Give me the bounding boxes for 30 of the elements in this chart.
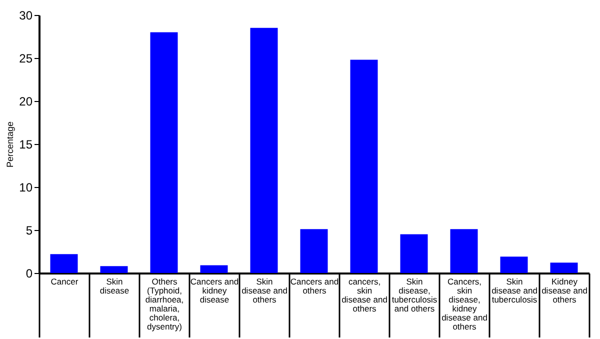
y-axis-title: Percentage <box>5 121 16 168</box>
x-tick-label: Others (Typhoid, diarrhoea, malaria, cholera, dysentry) <box>145 276 184 332</box>
y-tick-label: 30 <box>19 8 33 22</box>
bar <box>550 262 578 273</box>
x-tick-label: Cancers and kidney disease <box>190 276 239 304</box>
y-tick-label: 20 <box>19 94 33 108</box>
y-tick-label: 15 <box>19 138 33 152</box>
y-tick-label: 10 <box>19 180 33 194</box>
x-tick-label: Cancers, skin disease, kidney disease and others <box>442 276 488 332</box>
x-tick-label: Cancers and others <box>290 276 339 296</box>
bar <box>200 265 228 273</box>
bar <box>50 254 78 273</box>
bar <box>300 229 328 273</box>
x-tick-label: Skin disease, tuberculosis and others <box>392 276 438 314</box>
bar <box>500 256 528 273</box>
bar <box>400 234 428 273</box>
x-tick-label: Kidney disease and others <box>542 276 588 304</box>
bar <box>450 229 478 273</box>
x-tick-label: Skin disease and tuberculosis <box>492 276 538 304</box>
bar <box>100 266 128 273</box>
y-tick-label: 5 <box>26 224 33 238</box>
x-tick-label: cancers, skin disease and others <box>342 276 388 314</box>
bar <box>350 60 378 273</box>
x-tick-label: Skin disease and others <box>242 276 288 304</box>
bar <box>150 32 178 273</box>
bar <box>250 28 278 273</box>
x-tick-label: Skin disease <box>100 276 130 296</box>
y-tick-label: 25 <box>19 52 33 66</box>
x-tick-label: Cancer <box>50 276 78 286</box>
y-tick-label: 0 <box>26 266 33 280</box>
